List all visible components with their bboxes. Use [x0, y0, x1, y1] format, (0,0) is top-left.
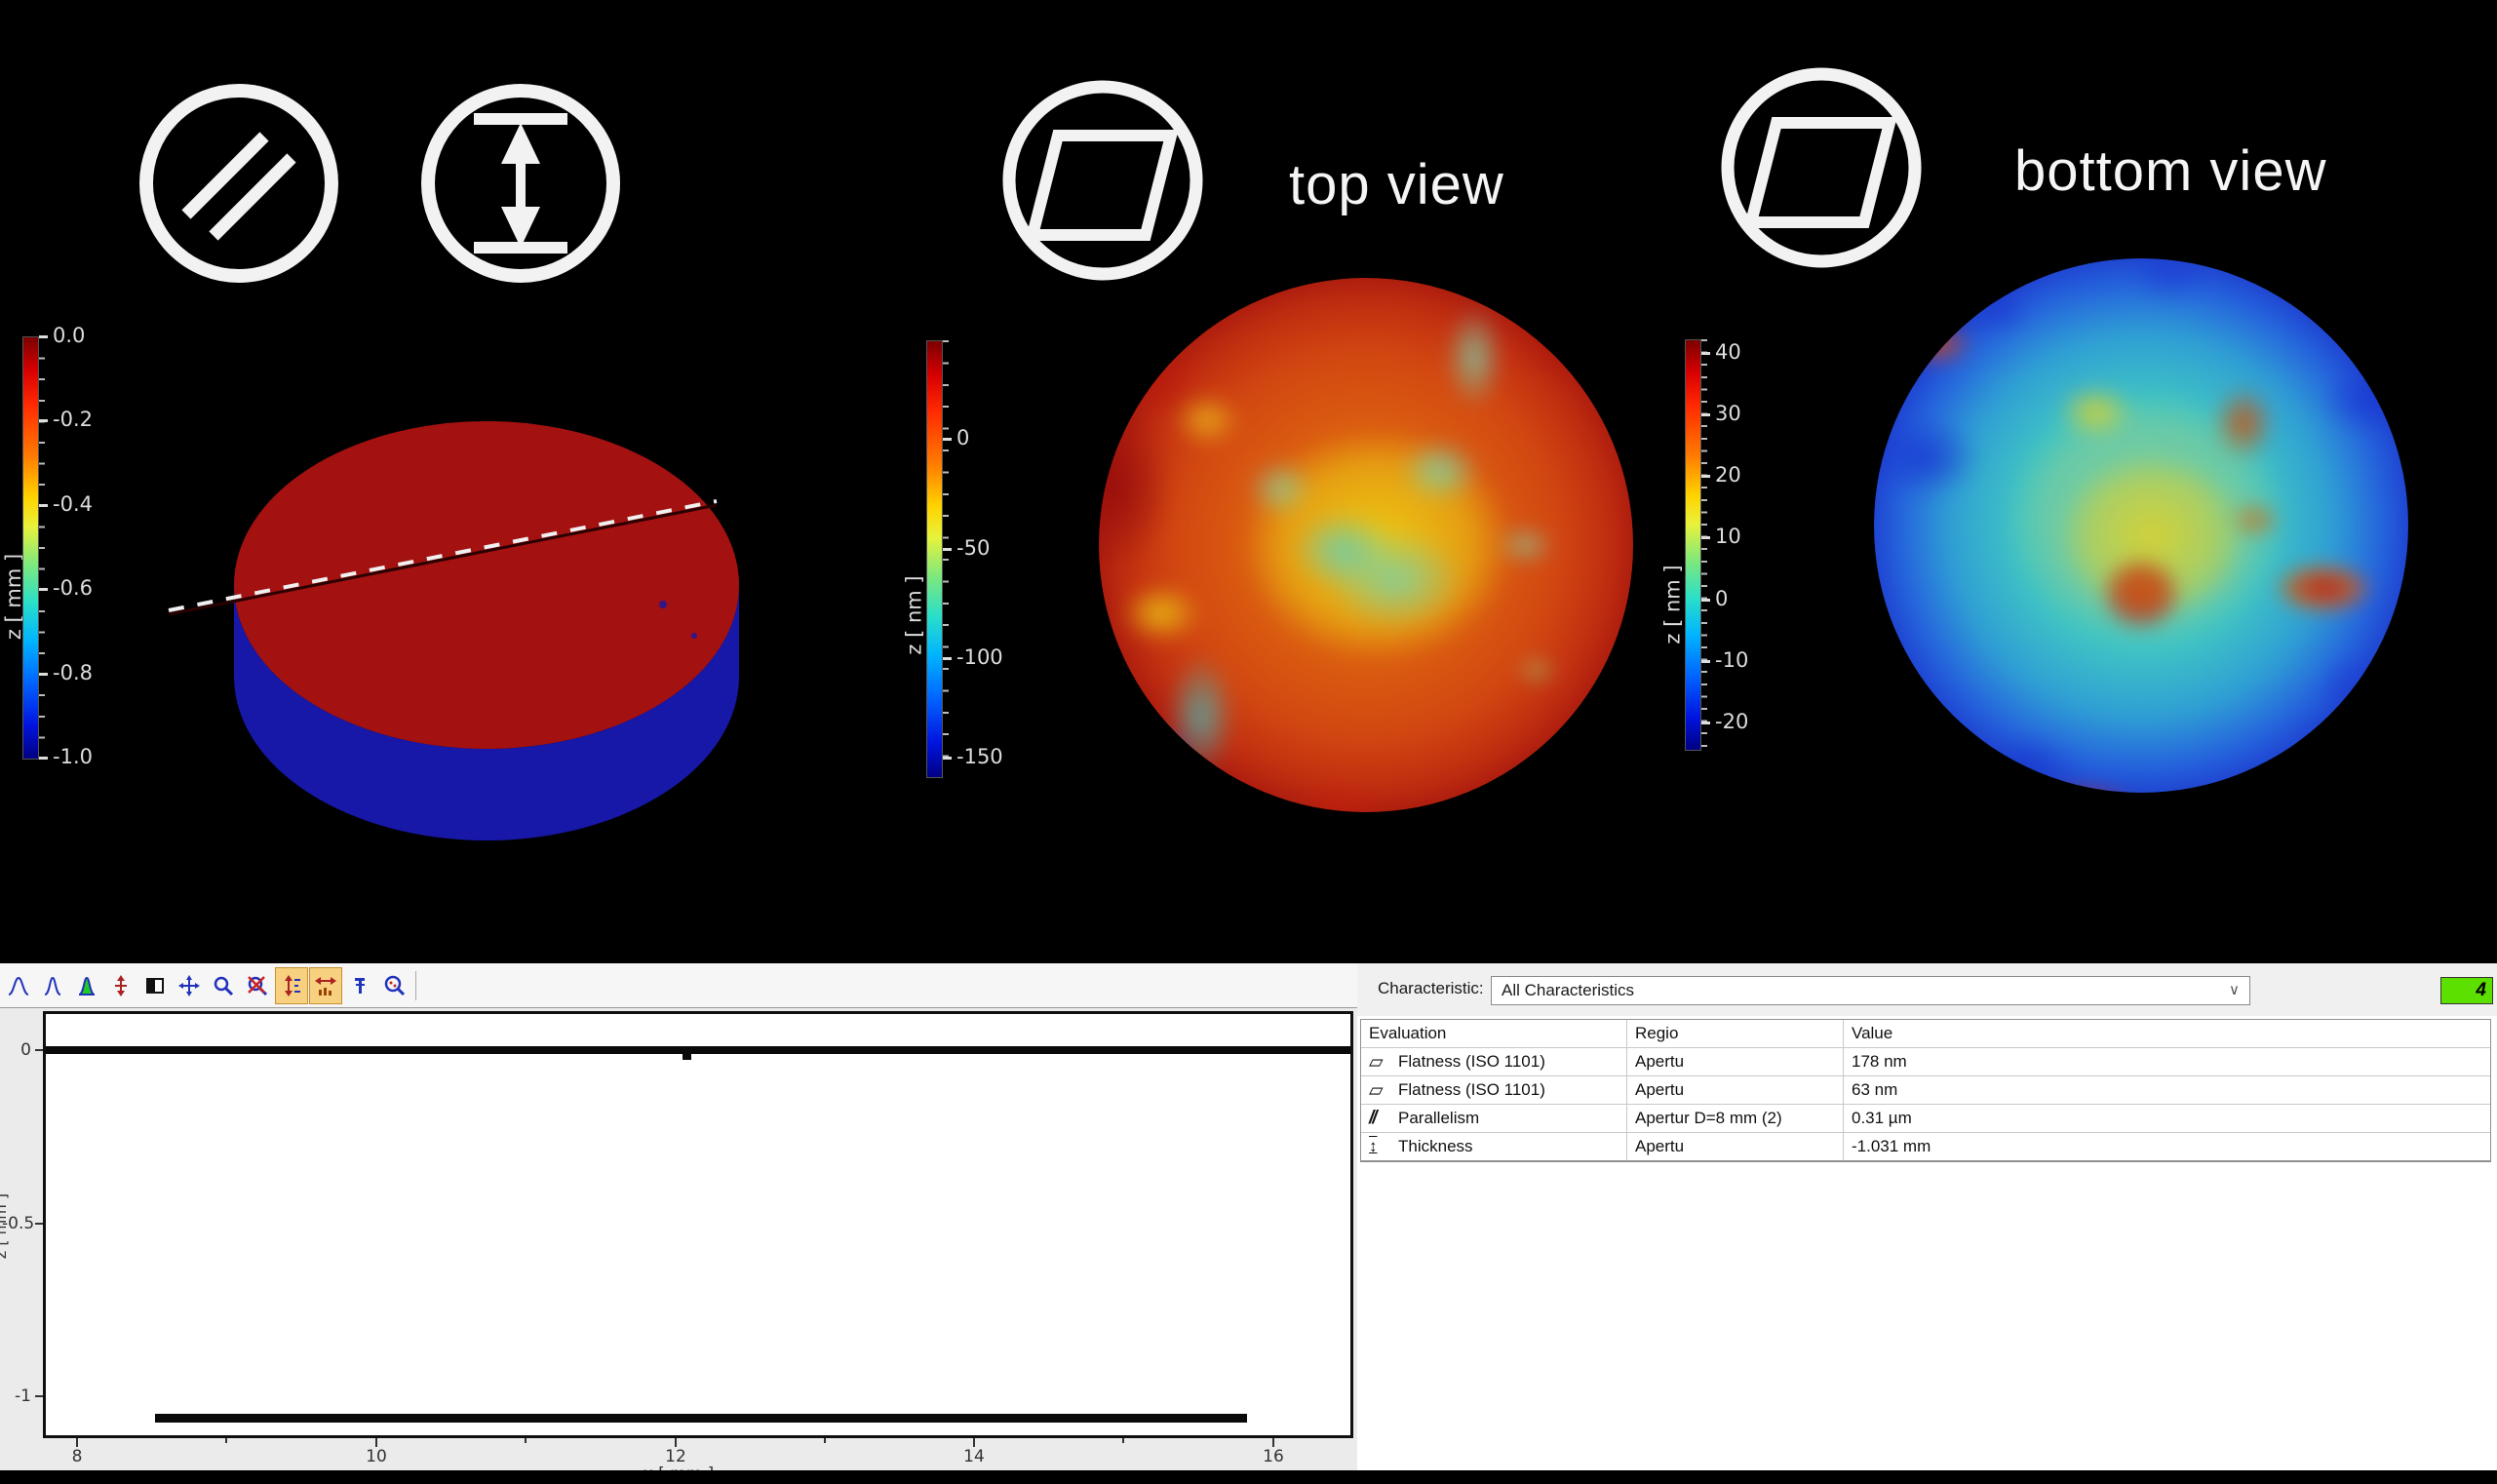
- y-tick-label: -1: [15, 1386, 31, 1406]
- chevron-down-icon: ∨: [2229, 982, 2240, 998]
- y-axis-label: z [ mm ]: [0, 1193, 11, 1259]
- curve-narrow-icon[interactable]: [36, 967, 69, 1004]
- evaluation-cell: Flatness (ISO 1101): [1398, 1080, 1545, 1099]
- scale-x-icon[interactable]: [309, 966, 342, 1004]
- x-axis-tick: [675, 1438, 677, 1447]
- profile-cursor-marker: [683, 1054, 691, 1060]
- colorbar-nm-bottom-axis-label: z [ nm ]: [1660, 565, 1685, 644]
- x-tick-label: 8: [71, 1447, 83, 1466]
- pin-icon[interactable]: [343, 967, 376, 1004]
- column-header-region: Regio: [1635, 1024, 1679, 1042]
- parallelism-icon: //: [1369, 1108, 1378, 1128]
- flatness-icon: ▱: [1369, 1051, 1384, 1073]
- scale-y-icon[interactable]: [275, 966, 308, 1004]
- y-axis-tick: [35, 1049, 43, 1051]
- bottom-view-heatmap: [1874, 258, 2408, 793]
- characteristic-label: Characteristic:: [1378, 979, 1484, 997]
- evaluation-cell: Thickness: [1398, 1137, 1473, 1155]
- characteristic-bar: Characteristic: All Characteristics ∨ 4: [1357, 963, 2497, 1016]
- y-tick-label: 0: [20, 1040, 31, 1060]
- toolbar-separator: [415, 970, 416, 1000]
- column-header-value: Value: [1852, 1024, 1893, 1042]
- x-axis-minor-tick: [1122, 1438, 1124, 1443]
- plot-toolbar: [0, 963, 1357, 1008]
- x-axis-minor-tick: [225, 1438, 227, 1443]
- x-axis-minor-tick: [525, 1438, 527, 1443]
- disc-side-surface: [234, 585, 739, 840]
- colorbar-nm-bottom-gradient: [1685, 339, 1701, 751]
- curve-filled-icon[interactable]: [70, 967, 103, 1004]
- x-tick-label: 12: [665, 1447, 686, 1466]
- table-row[interactable]: ↕ Thickness Apertu -1.031 mm: [1361, 1133, 2490, 1161]
- thickness-icon: ↕: [1369, 1137, 1378, 1155]
- evaluation-cell: Flatness (ISO 1101): [1398, 1052, 1545, 1071]
- zoom-region-icon[interactable]: [377, 967, 410, 1004]
- colorbar-nm-top-minor-ticks: [943, 340, 949, 776]
- x-tick-label: 16: [1263, 1447, 1284, 1466]
- section-dashed-line: [168, 499, 718, 612]
- contrast-icon[interactable]: [138, 967, 172, 1004]
- colorbar-nm-bottom: z [ nm ] 40 30 20 10 0 -10 -20: [1660, 330, 1768, 768]
- fit-vertical-icon[interactable]: [104, 967, 137, 1004]
- zoom-off-icon[interactable]: [241, 967, 274, 1004]
- profile-plot-panel: 0 -0.5 -1 z [ mm ] 8 10 12 14 16 x [ mm …: [0, 963, 1357, 1484]
- table-header-row: Evaluation Regio Value: [1361, 1020, 2490, 1048]
- characteristic-dropdown[interactable]: All Characteristics ∨: [1491, 976, 2250, 1005]
- x-axis-tick: [375, 1438, 377, 1447]
- evaluation-cell: Parallelism: [1398, 1109, 1480, 1127]
- move-icon[interactable]: [173, 967, 206, 1004]
- table-row[interactable]: ▱ Flatness (ISO 1101) Apertu 178 nm: [1361, 1048, 2490, 1076]
- value-cell: 0.31 µm: [1852, 1109, 1912, 1127]
- region-cell: Apertu: [1635, 1137, 1685, 1155]
- thickness-symbol-icon: [421, 84, 620, 283]
- disc-top-surface: [234, 421, 739, 749]
- value-cell: 63 nm: [1852, 1080, 1898, 1099]
- colorbar-nm-top-axis-label: z [ nm ]: [902, 575, 926, 655]
- colorbar-mm-gradient: [22, 336, 39, 760]
- parallelism-symbol-icon: [139, 84, 338, 283]
- x-tick-label: 14: [963, 1447, 985, 1466]
- top-view-heatmap-paint: [1099, 278, 1633, 812]
- section-line-shadow: [168, 503, 718, 616]
- region-cell: Apertu: [1635, 1080, 1685, 1099]
- flatness-icon: ▱: [1369, 1079, 1384, 1101]
- bottom-border-strip: [0, 1470, 2497, 1482]
- top-view-heatmap: [1099, 278, 1633, 812]
- profile-top-surface-line: [46, 1046, 1350, 1054]
- x-axis-tick: [1272, 1438, 1274, 1447]
- table-row[interactable]: // Parallelism Apertur D=8 mm (2) 0.31 µ…: [1361, 1105, 2490, 1133]
- colorbar-mm-minor-ticks: [39, 336, 45, 758]
- region-cell: Apertur D=8 mm (2): [1635, 1109, 1782, 1127]
- x-axis-tick: [76, 1438, 78, 1447]
- curve-wide-icon[interactable]: [2, 967, 35, 1004]
- table-row[interactable]: ▱ Flatness (ISO 1101) Apertu 63 nm: [1361, 1076, 2490, 1105]
- value-cell: 178 nm: [1852, 1052, 1907, 1071]
- characteristic-selected: All Characteristics: [1502, 981, 1635, 999]
- count-badge: 4: [2440, 977, 2493, 1004]
- x-tick-label: 10: [366, 1447, 387, 1466]
- column-header-evaluation: Evaluation: [1369, 1024, 1447, 1042]
- results-panel: Characteristic: All Characteristics ∨ 4 …: [1357, 963, 2497, 1470]
- y-axis-tick: [35, 1223, 43, 1225]
- flatness-symbol-top-icon: [1002, 80, 1203, 281]
- colorbar-nm-bottom-minor-ticks: [1701, 339, 1707, 749]
- y-tick-label: -0.5: [2, 1214, 35, 1233]
- bottom-view-label: bottom view: [2014, 139, 2327, 203]
- profile-bottom-surface-line: [155, 1414, 1247, 1423]
- x-axis-minor-tick: [824, 1438, 826, 1443]
- flatness-symbol-bottom-icon: [1721, 67, 1922, 268]
- zoom-icon[interactable]: [207, 967, 240, 1004]
- colorbar-nm-top: z [ nm ] 0 -50 -100 -150: [902, 331, 1009, 789]
- bottom-view-heatmap-paint: [1874, 258, 2408, 793]
- y-axis-tick: [35, 1395, 43, 1397]
- colorbar-nm-top-gradient: [926, 340, 943, 778]
- results-table: Evaluation Regio Value ▱ Flatness (ISO 1…: [1360, 1019, 2491, 1162]
- disc-3d-view: [168, 421, 739, 840]
- value-cell: -1.031 mm: [1852, 1137, 1931, 1155]
- x-axis-tick: [973, 1438, 975, 1447]
- colorbar-mm: z [ mm ] 0.0 -0.2 -0.4 -0.6 -0.8 -1.0: [2, 324, 93, 768]
- region-cell: Apertu: [1635, 1052, 1685, 1071]
- profile-plot-area[interactable]: [43, 1011, 1353, 1438]
- top-view-label: top view: [1289, 153, 1504, 216]
